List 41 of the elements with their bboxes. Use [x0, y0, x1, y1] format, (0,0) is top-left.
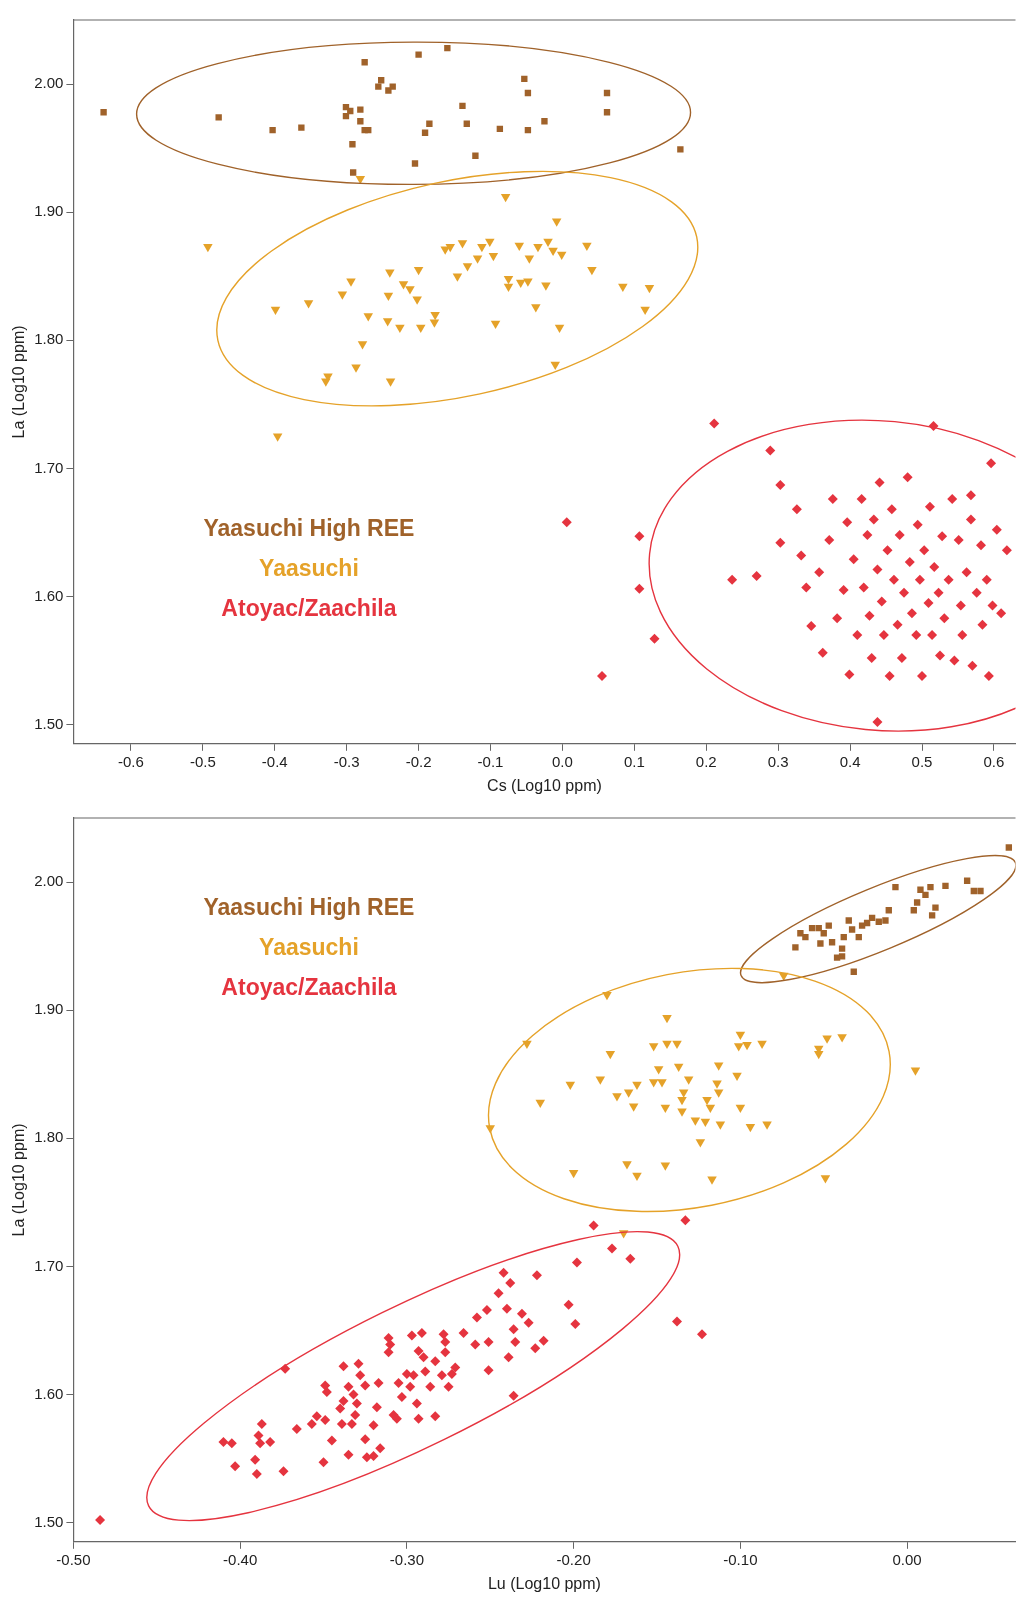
x-tick-label: -0.30 — [389, 1550, 424, 1568]
y-tick-label: 1.60 — [34, 586, 64, 604]
text: Atoyac/Zaachila — [221, 595, 397, 622]
x-tick-label: 0.6 — [983, 752, 1005, 770]
x-tick-label: -0.2 — [405, 752, 432, 770]
x-tick-label: -0.6 — [118, 752, 144, 770]
y-tick-label: 1.50 — [34, 1512, 64, 1530]
y-tick-label: 1.80 — [34, 330, 64, 348]
x-axis-title: Lu (Log10 ppm) — [487, 1574, 601, 1592]
y-tick-label: 1.60 — [34, 1384, 64, 1402]
x-tick-label: -0.1 — [477, 752, 504, 770]
y-tick-label: 1.50 — [34, 714, 64, 732]
y-tick-label: 1.70 — [34, 458, 64, 476]
x-tick-label: 0.2 — [695, 752, 717, 770]
x-tick-label: 0.00 — [892, 1550, 922, 1568]
x-tick-label: 0.0 — [552, 752, 573, 770]
y-tick-label: 2.00 — [34, 872, 64, 890]
x-tick-label: -0.50 — [56, 1550, 91, 1568]
y-tick-label: 2.00 — [34, 74, 64, 92]
x-tick-label: 0.1 — [623, 752, 645, 770]
y-tick-label: 1.90 — [34, 1000, 64, 1018]
x-tick-label: 0.5 — [911, 752, 933, 770]
y-axis-title: La (Log10 ppm) — [10, 1123, 28, 1237]
y-axis-title: La (Log10 ppm) — [10, 325, 28, 439]
x-tick-label: 0.3 — [767, 752, 789, 770]
y-tick-label: 1.80 — [34, 1128, 64, 1146]
text: Yaasuchi — [259, 555, 359, 582]
text: Yaasuchi — [259, 933, 359, 960]
x-tick-label: -0.10 — [723, 1550, 758, 1568]
x-tick-label: -0.20 — [556, 1550, 591, 1568]
y-tick-label: 1.90 — [34, 202, 64, 220]
x-tick-label: 0.4 — [839, 752, 861, 770]
x-tick-label: -0.3 — [333, 752, 360, 770]
y-tick-label: 1.70 — [34, 1256, 64, 1274]
x-tick-label: -0.4 — [261, 752, 288, 770]
text: Yaasuchi High REE — [203, 515, 415, 542]
x-tick-label: -0.5 — [189, 752, 216, 770]
text: Yaasuchi High REE — [203, 893, 415, 920]
x-tick-label: -0.40 — [223, 1550, 258, 1568]
text: Atoyac/Zaachila — [221, 973, 397, 1000]
x-axis-title: Cs (Log10 ppm) — [487, 776, 602, 794]
